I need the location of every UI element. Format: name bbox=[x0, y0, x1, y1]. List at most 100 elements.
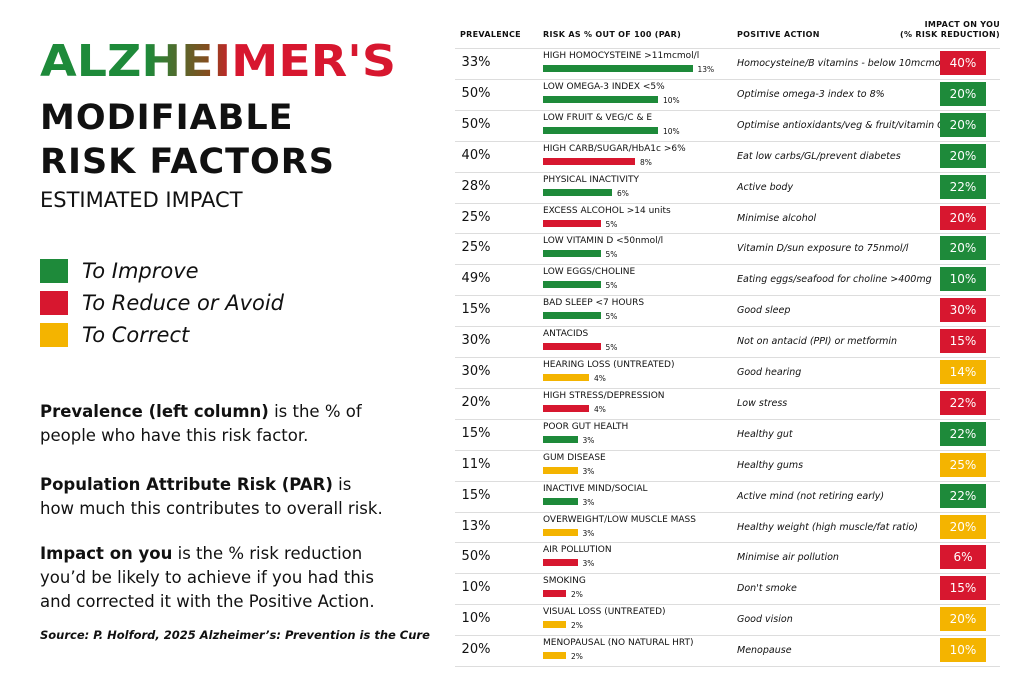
prevalence: 50% bbox=[461, 116, 491, 132]
prevalence: 10% bbox=[461, 611, 491, 627]
par-bar bbox=[543, 528, 578, 536]
prevalence: 10% bbox=[461, 580, 491, 596]
par-bar bbox=[543, 95, 658, 103]
risk-factor: GUM DISEASE bbox=[543, 452, 606, 463]
note: Population Attribute Risk (PAR) is how m… bbox=[40, 473, 385, 521]
prevalence: 30% bbox=[461, 364, 491, 379]
impact: 20% bbox=[940, 514, 986, 539]
row-separator bbox=[455, 171, 1000, 173]
par-label: 2% bbox=[571, 590, 583, 600]
risk-factor: LOW VITAMIN D <50nmol/l bbox=[543, 236, 664, 247]
prevalence: 13% bbox=[461, 518, 491, 534]
subtitle: MODIFIABLE bbox=[40, 98, 294, 138]
prevalence: 33% bbox=[461, 55, 491, 70]
par-bar bbox=[543, 312, 601, 320]
positive-action: Healthy weight (high muscle/fat ratio) bbox=[737, 521, 918, 533]
risk-factor: HEARING LOSS (UNTREATED) bbox=[543, 360, 675, 370]
impact: 20% bbox=[940, 205, 986, 230]
column-header: RISK AS % OUT OF 100 (PAR) bbox=[543, 30, 682, 39]
impact: 20% bbox=[940, 143, 986, 168]
positive-action: Optimise omega-3 index to 8% bbox=[737, 88, 885, 100]
par-label: 3% bbox=[582, 466, 595, 476]
par-bar bbox=[543, 559, 578, 567]
legend-label: To Improve bbox=[82, 259, 199, 283]
impact: 15% bbox=[940, 576, 986, 601]
risk-factor: HIGH STRESS/DEPRESSION bbox=[543, 390, 665, 401]
note-bold: Impact on you bbox=[40, 544, 173, 563]
par-label: 4% bbox=[594, 404, 606, 414]
par-bar bbox=[543, 497, 578, 505]
par-bar bbox=[543, 590, 566, 598]
risk-factor: POOR GUT HEALTH bbox=[543, 421, 629, 432]
par-label: 13% bbox=[697, 65, 715, 74]
par-label: 3% bbox=[582, 497, 595, 507]
positive-action: Minimise air pollution bbox=[737, 552, 839, 564]
note-text: is the % risk reduction you’d be likely … bbox=[40, 544, 375, 611]
impact: 20% bbox=[940, 81, 986, 106]
column-header: (% RISK REDUCTION) bbox=[900, 30, 1000, 39]
row-separator bbox=[455, 573, 1000, 575]
par-label: 6% bbox=[617, 188, 629, 198]
par-bar bbox=[543, 343, 601, 351]
risk-factor: AIR POLLUTION bbox=[543, 545, 612, 556]
risk-factor: VISUAL LOSS (UNTREATED) bbox=[543, 607, 666, 618]
par-bar bbox=[543, 219, 601, 227]
risk-factor: MENOPAUSAL (NO NATURAL HRT) bbox=[543, 638, 694, 649]
par-label: 10% bbox=[663, 126, 680, 136]
impact: 6% bbox=[940, 545, 986, 570]
impact: 22% bbox=[940, 174, 986, 199]
positive-action: Good vision bbox=[737, 614, 793, 626]
par-bar bbox=[543, 188, 612, 196]
positive-action: Minimise alcohol bbox=[737, 212, 817, 224]
par-label: 3% bbox=[582, 559, 595, 569]
par-label: 5% bbox=[605, 250, 618, 260]
prevalence: 30% bbox=[461, 333, 491, 349]
prevalence: 40% bbox=[461, 147, 491, 163]
row-separator bbox=[455, 418, 1000, 420]
par-bar bbox=[543, 65, 693, 72]
par-label: 5% bbox=[605, 219, 618, 229]
legend-swatch bbox=[40, 259, 68, 283]
positive-action: Homocysteine/B vitamins - below 10mcmol/… bbox=[737, 58, 949, 69]
impact: 20% bbox=[940, 112, 986, 137]
par-label: 4% bbox=[594, 374, 606, 383]
prevalence: 49% bbox=[461, 271, 491, 287]
row-separator bbox=[455, 109, 1000, 111]
prevalence: 15% bbox=[461, 302, 491, 318]
row-separator bbox=[455, 295, 1000, 297]
impact: 25% bbox=[940, 452, 986, 477]
par-label: 3% bbox=[582, 528, 595, 538]
note-bold: Population Attribute Risk (PAR) bbox=[40, 475, 333, 494]
risk-factor: ANTACIDS bbox=[543, 329, 589, 340]
row-separator bbox=[455, 511, 1000, 513]
risk-factor: LOW EGGS/CHOLINE bbox=[543, 267, 636, 278]
prevalence: 20% bbox=[461, 394, 491, 410]
impact: 10% bbox=[940, 267, 986, 292]
legend-label: To Reduce or Avoid bbox=[82, 291, 285, 315]
legend-swatch bbox=[40, 323, 68, 347]
risk-factor: LOW FRUIT & VEG/C & E bbox=[543, 112, 653, 123]
par-bar bbox=[543, 157, 635, 165]
positive-action: Menopause bbox=[737, 645, 792, 657]
subtitle: RISK FACTORS bbox=[40, 142, 335, 182]
positive-action: Low stress bbox=[737, 397, 788, 409]
positive-action: Eat low carbs/GL/prevent diabetes bbox=[737, 150, 901, 162]
row-separator bbox=[455, 326, 1000, 328]
row-separator bbox=[455, 604, 1000, 606]
par-bar bbox=[543, 374, 589, 381]
prevalence: 20% bbox=[461, 642, 491, 658]
risk-factor: HIGH CARB/SUGAR/HbA1c >6% bbox=[543, 143, 686, 154]
source: Source: P. Holford, 2025 Alzheimer’s: Pr… bbox=[40, 628, 430, 642]
positive-action: Good sleep bbox=[737, 305, 791, 317]
impact: 22% bbox=[940, 421, 986, 446]
risk-factor: BAD SLEEP <7 HOURS bbox=[543, 298, 645, 309]
row-separator bbox=[455, 233, 1000, 235]
prevalence: 11% bbox=[461, 456, 491, 472]
impact: 30% bbox=[940, 298, 986, 323]
par-label: 5% bbox=[605, 312, 618, 322]
par-label: 2% bbox=[571, 621, 583, 631]
positive-action: Healthy gut bbox=[737, 428, 793, 440]
par-bar bbox=[543, 404, 589, 412]
par-label: 5% bbox=[605, 343, 618, 353]
